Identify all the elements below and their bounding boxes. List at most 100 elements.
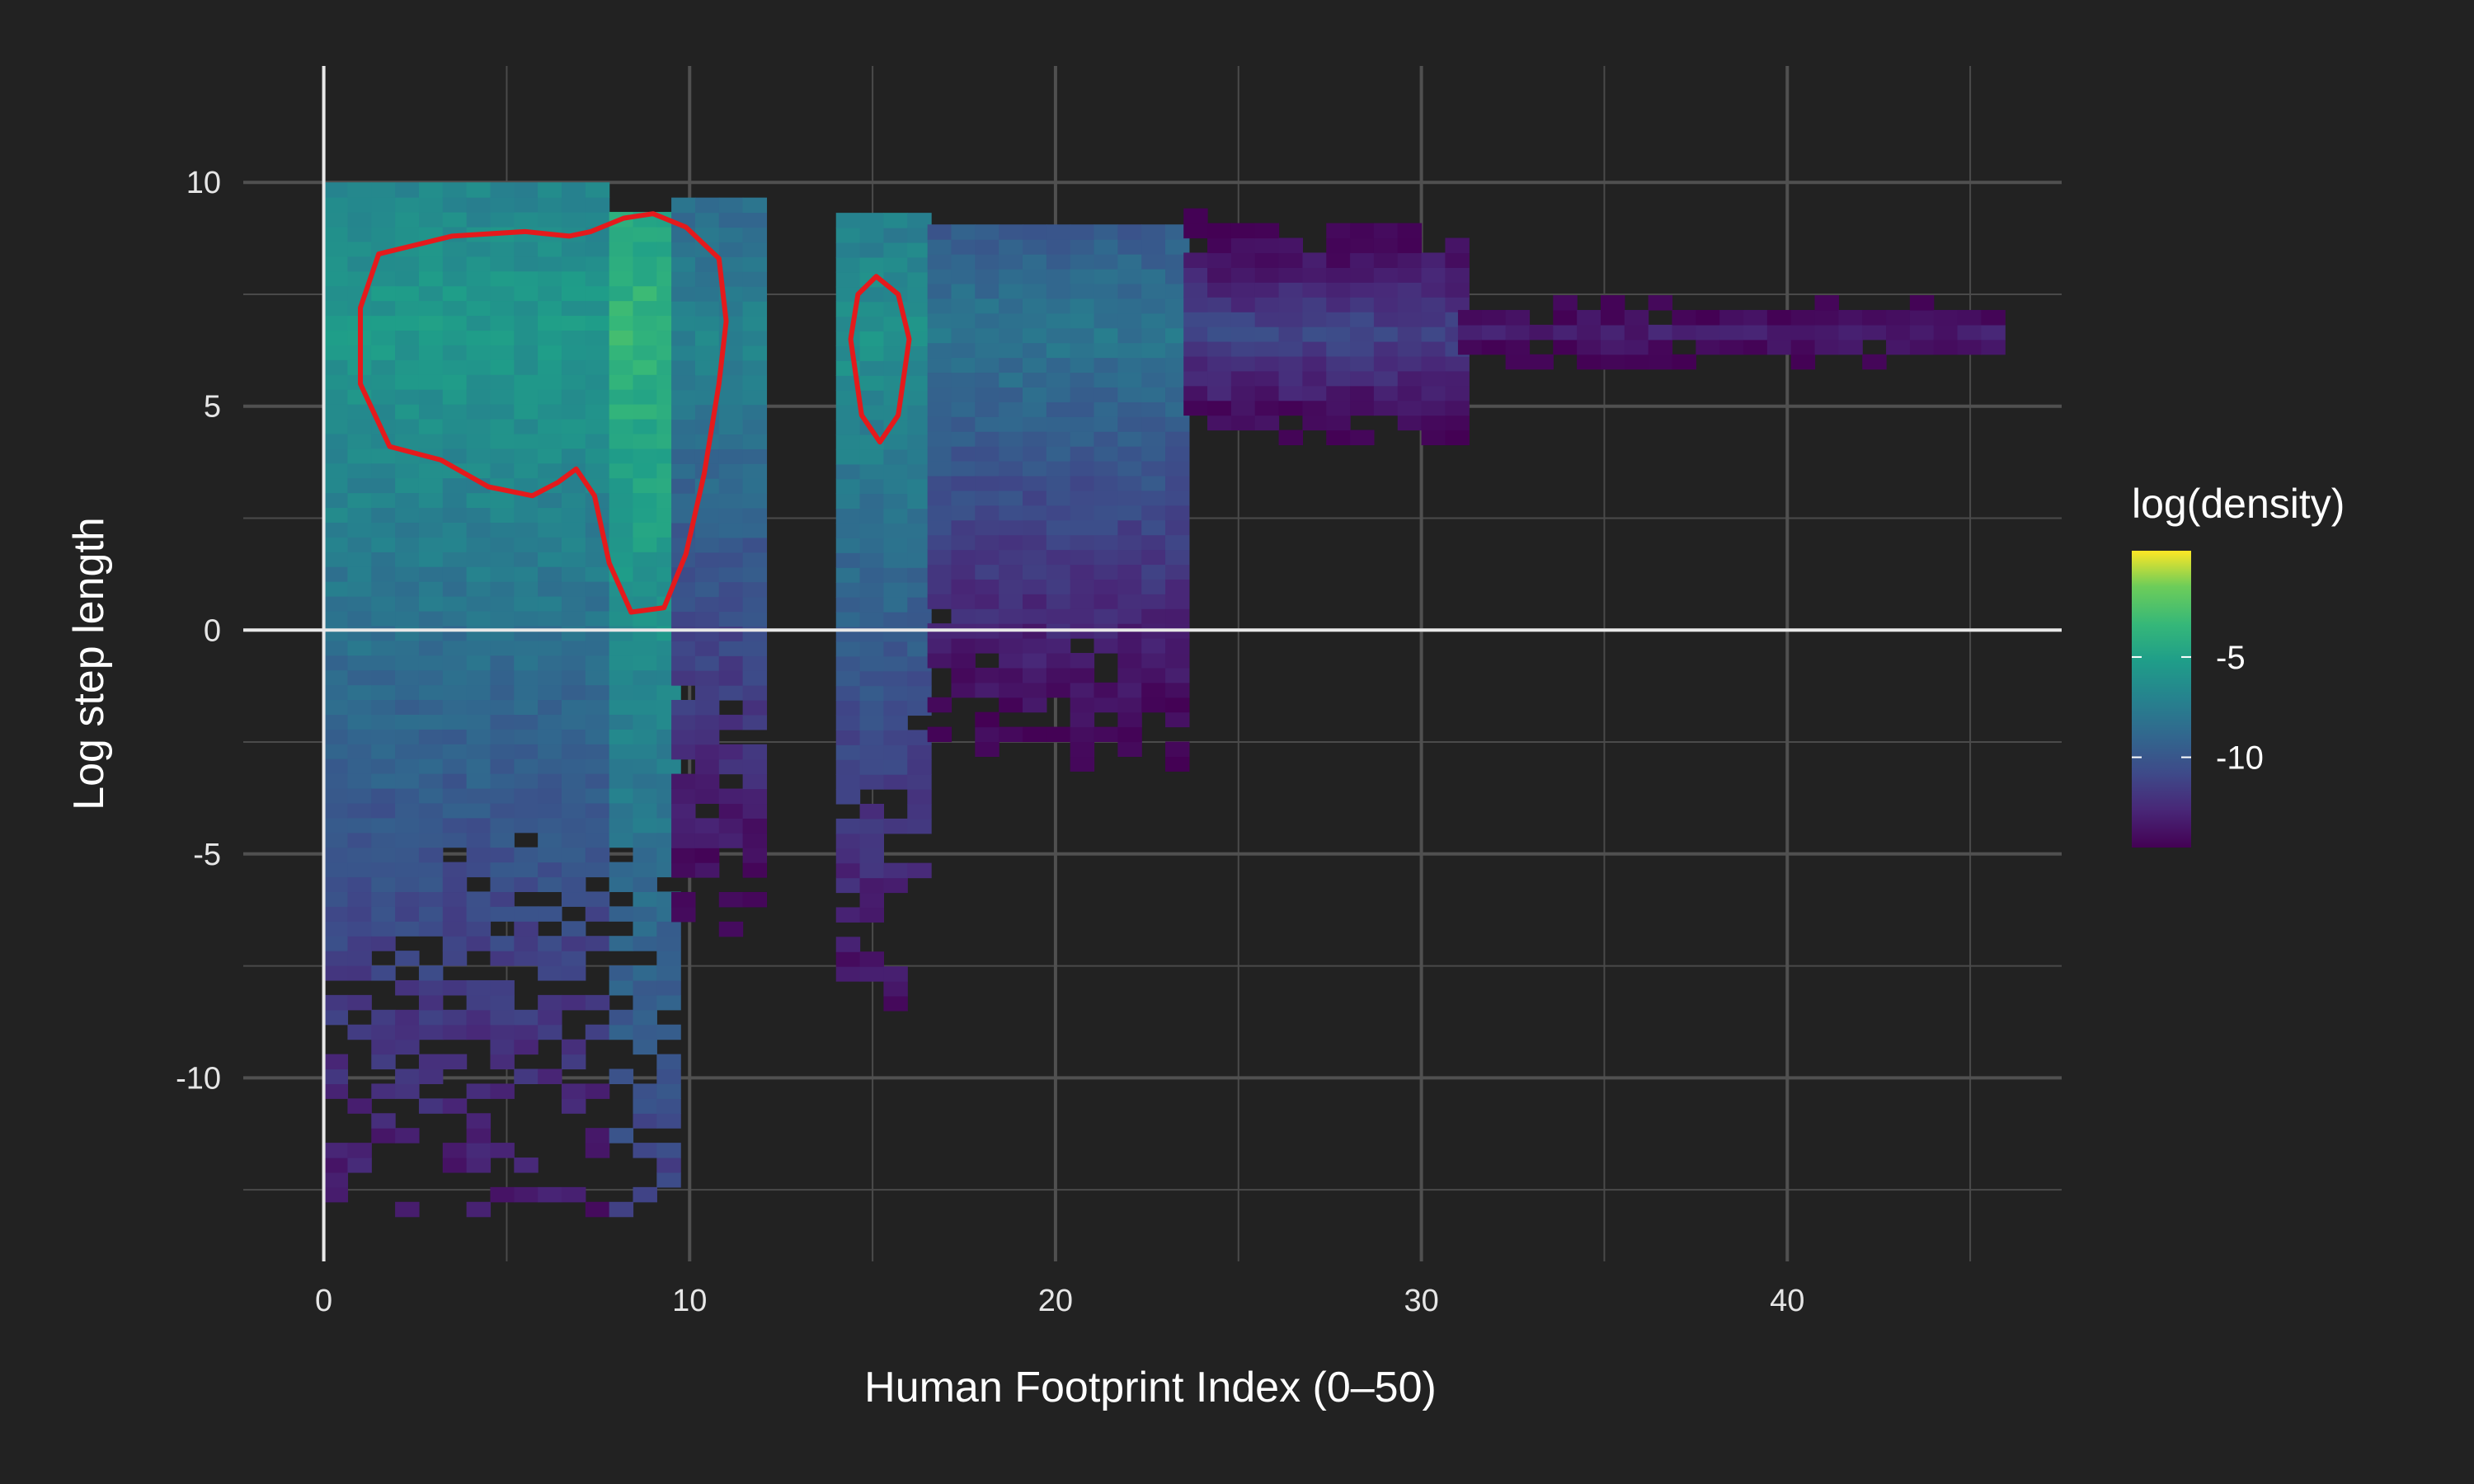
heatmap-tile [466,787,492,804]
heatmap-tile [1862,354,1887,370]
heatmap-tile [1165,312,1190,329]
heatmap-tile [1046,298,1071,314]
heatmap-tile [1070,741,1095,758]
heatmap-tile [718,227,744,243]
heatmap-tile [609,300,634,317]
heatmap-tile [514,300,539,317]
heatmap-tile [538,241,562,257]
heatmap-tile [418,433,444,449]
heatmap-tile [395,817,420,834]
heatmap-tile [371,610,396,627]
heatmap-tile [1183,355,1208,372]
heatmap-tile [927,726,952,743]
heatmap-tile [1326,430,1351,446]
heatmap-tile [347,744,372,759]
heatmap-tile [1023,298,1047,314]
heatmap-tile [371,226,396,242]
heatmap-tile [490,699,515,715]
heatmap-tile [694,508,720,524]
heatmap-tile [1070,431,1095,447]
heatmap-tile [609,965,634,981]
heatmap-tile [371,965,396,981]
heatmap-tile [742,670,768,686]
heatmap-tile [927,638,952,654]
heatmap-tile [835,937,861,952]
heatmap-tile [1070,534,1095,551]
heatmap-tile [418,182,444,198]
heatmap-tile [561,256,586,272]
heatmap-tile [633,285,657,302]
heatmap-tile [633,965,657,981]
heatmap-tile [1302,312,1327,327]
heatmap-tile [466,256,492,272]
heatmap-tile [514,714,539,730]
heatmap-tile [538,315,562,331]
heatmap-tile [490,758,515,774]
heatmap-tile [835,228,861,243]
heatmap-tile [395,699,420,715]
heatmap-tile [951,312,976,329]
heatmap-tile [1046,726,1071,743]
heatmap-tile [718,242,744,257]
heatmap-tile [883,345,908,361]
heatmap-tile [1600,354,1625,370]
heatmap-tile [1397,282,1423,298]
heatmap-tile [927,534,952,551]
heatmap-tile [718,478,744,494]
heatmap-tile [1600,295,1625,311]
heatmap-tile [859,256,885,273]
heatmap-tile [585,359,610,375]
heatmap-tile [490,1143,515,1158]
heatmap-tile [442,979,468,996]
heatmap-tile [1117,224,1142,240]
heatmap-tile [975,579,999,594]
heatmap-tile [418,1068,444,1085]
heatmap-tile [442,802,468,819]
heatmap-tile [347,773,372,789]
heatmap-tile [466,1201,492,1218]
heatmap-tile [1094,475,1118,491]
heatmap-tile [835,271,861,288]
heatmap-tile [561,270,586,287]
heatmap-tile [466,936,492,951]
heatmap-tile [585,994,610,1011]
heatmap-tile [671,316,696,331]
heatmap-tile [323,537,349,552]
heatmap-tile [323,1083,349,1099]
heatmap-tile [323,566,349,582]
heatmap-tile [466,182,492,198]
heatmap-tile [442,655,468,671]
heatmap-tile [395,951,420,966]
heatmap-tile [418,404,444,420]
heatmap-tile [561,610,586,627]
heatmap-tile [694,197,720,214]
heatmap-tile [609,507,634,523]
heatmap-tile [490,433,515,449]
heatmap-tile [742,758,768,775]
heatmap-tile [466,610,492,627]
heatmap-tile [694,699,720,716]
heatmap-tile [671,434,696,449]
heatmap-tile [1023,283,1047,299]
heatmap-tile [907,685,932,702]
heatmap-tile [1373,385,1399,402]
heatmap-tile [1023,505,1047,521]
heatmap-tile [999,519,1023,536]
heatmap-tile [561,951,586,966]
heatmap-tile [514,552,539,567]
heatmap-tile [1183,326,1208,342]
heatmap-tile [975,372,999,387]
heatmap-tile [371,595,396,612]
heatmap-tile [883,552,908,568]
heatmap-tile [1886,339,1911,355]
heatmap-tile [883,700,908,716]
heatmap-tile [1230,415,1256,431]
heatmap-tile [514,522,539,538]
heatmap-tile [694,286,720,302]
heatmap-tile [975,460,999,477]
heatmap-tile [671,818,696,834]
heatmap-tile [1672,309,1696,326]
heatmap-tile [514,787,539,804]
heatmap-tile [656,1054,681,1070]
